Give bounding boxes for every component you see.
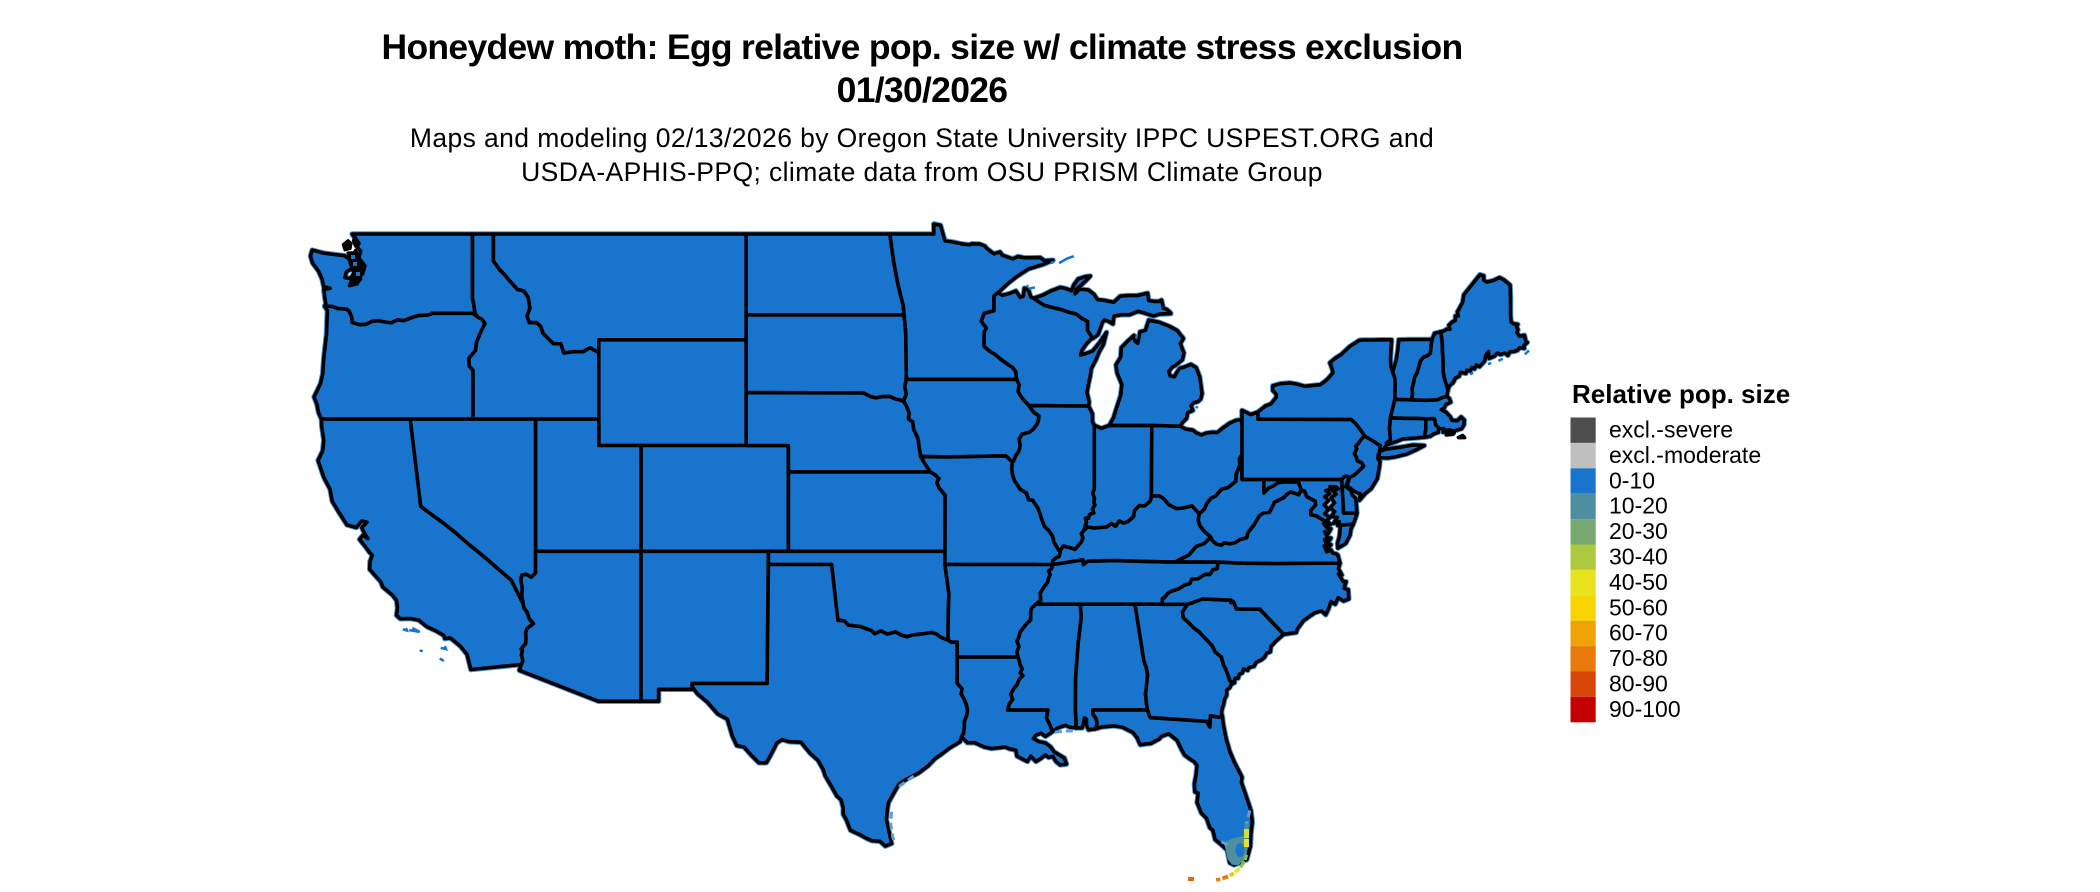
svg-text:70-80: 70-80	[1609, 645, 1668, 671]
svg-text:90-100: 90-100	[1609, 696, 1681, 722]
svg-text:60-70: 60-70	[1609, 620, 1668, 646]
svg-text:30-40: 30-40	[1609, 544, 1668, 570]
svg-text:excl.-severe: excl.-severe	[1609, 417, 1733, 443]
svg-text:50-60: 50-60	[1609, 594, 1668, 620]
svg-text:Relative pop. size: Relative pop. size	[1572, 379, 1790, 409]
svg-text:0-10: 0-10	[1609, 467, 1655, 493]
svg-text:10-20: 10-20	[1609, 493, 1668, 519]
svg-text:excl.-moderate: excl.-moderate	[1609, 442, 1761, 468]
svg-text:40-50: 40-50	[1609, 569, 1668, 595]
svg-text:20-30: 20-30	[1609, 518, 1668, 544]
svg-text:80-90: 80-90	[1609, 671, 1668, 697]
